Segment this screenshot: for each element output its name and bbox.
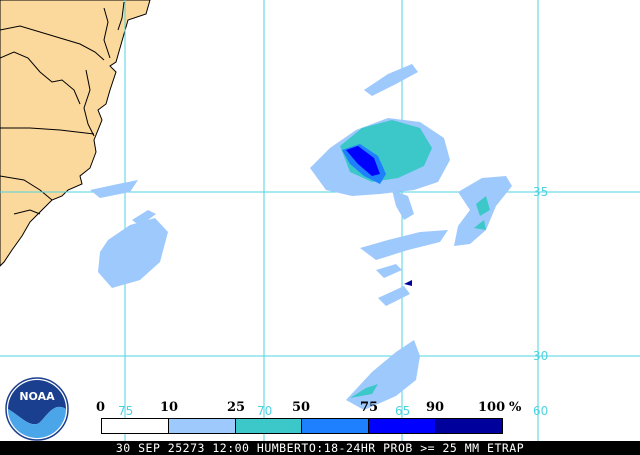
prob-area-small-1	[376, 264, 402, 278]
legend-tick-75: 75	[360, 400, 379, 415]
prob-area-east-25	[476, 196, 490, 216]
prob-area-east-25b	[474, 220, 486, 230]
legend-swatch-1	[168, 419, 236, 433]
legend-unit: %	[509, 400, 522, 415]
legend-swatch-5	[436, 419, 502, 433]
prob-area-south	[346, 340, 420, 410]
prob-area-west-streak	[132, 210, 156, 226]
legend-swatch-3	[302, 419, 370, 433]
legend-tick-90: 90	[426, 400, 445, 415]
prob-area-south-25	[350, 384, 378, 398]
legend-tick-100: 100	[478, 400, 506, 415]
us-east-coast-land	[0, 0, 151, 267]
legend-swatch-2	[235, 419, 303, 433]
prob-area-central-tail	[392, 190, 414, 220]
prob-area-speck	[404, 280, 412, 286]
legend-tick-10: 10	[160, 400, 179, 415]
legend-tick-50: 50	[292, 400, 311, 415]
legend-tick-0: 0	[96, 400, 106, 415]
lon-label-60: 60	[533, 404, 549, 418]
prob-area-core-75	[346, 146, 380, 176]
legend-tick-25: 25	[227, 400, 246, 415]
prob-area-band-mid	[360, 230, 448, 260]
noaa-logo-text: NOAA	[19, 390, 55, 403]
legend-swatch-0	[102, 419, 169, 433]
map-footer-caption: 30 SEP 25273 12:00 HUMBERTO:18-24HR PROB…	[0, 441, 640, 455]
prob-area-north	[364, 64, 418, 96]
prob-75-90-areas	[346, 146, 380, 176]
lon-label-75: 75	[118, 404, 134, 418]
lat-label-30: 30	[533, 349, 549, 363]
lon-label-70: 70	[257, 404, 273, 418]
legend-swatch-4	[369, 419, 437, 433]
state-borders	[0, 1, 125, 215]
prob-10-25-areas	[90, 64, 512, 410]
prob-area-small-2	[378, 286, 410, 306]
prob-area-nc-coast	[90, 180, 138, 198]
noaa-logo: NOAA	[5, 377, 69, 441]
prob-area-west	[98, 218, 168, 288]
legend-color-bar	[101, 418, 503, 434]
lat-label-35: 35	[533, 185, 549, 199]
lon-label-65: 65	[395, 404, 411, 418]
